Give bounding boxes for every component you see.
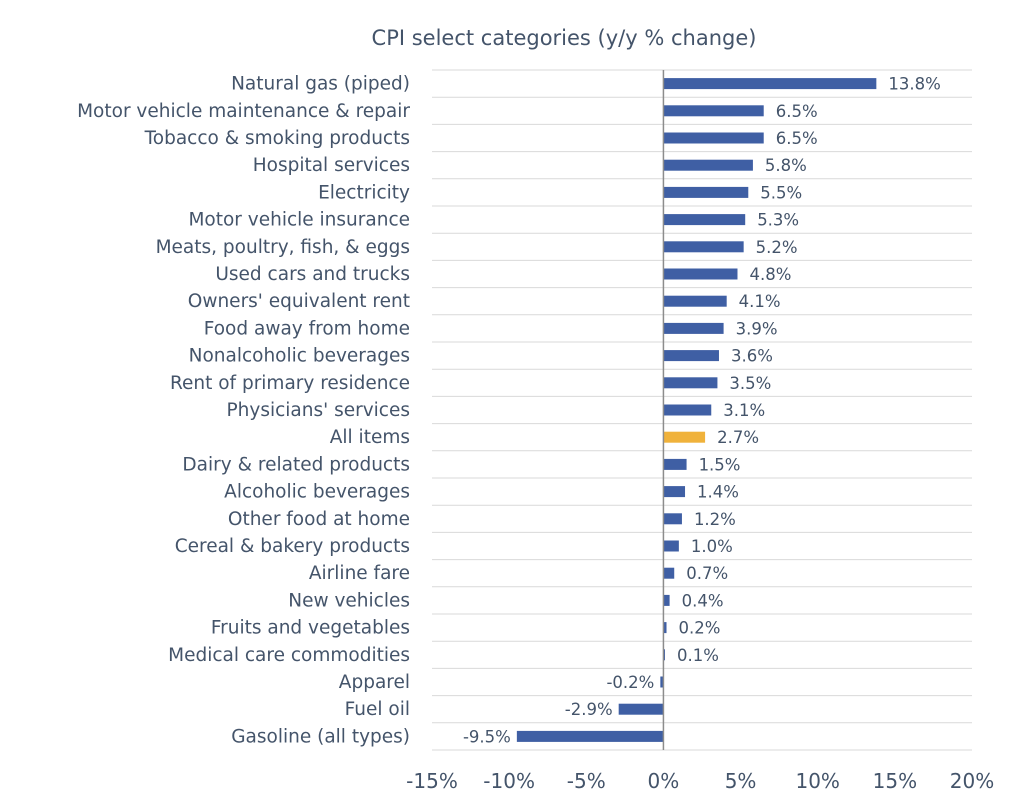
- bar: [663, 594, 670, 606]
- category-label: Nonalcoholic beverages: [189, 346, 410, 367]
- x-tick-label: -10%: [483, 769, 535, 793]
- data-label: 4.8%: [749, 265, 791, 284]
- bar: [663, 186, 749, 198]
- data-label: 5.8%: [765, 156, 807, 175]
- bar: [618, 703, 664, 715]
- data-label: 3.6%: [731, 347, 773, 366]
- gridlines: [432, 69, 972, 751]
- bar: [663, 295, 727, 307]
- category-label: Gasoline (all types): [231, 726, 410, 747]
- data-label: 13.8%: [888, 75, 940, 94]
- category-label: Natural gas (piped): [231, 74, 410, 95]
- bar: [663, 486, 686, 498]
- bar: [663, 241, 744, 253]
- x-tick-label: 15%: [873, 769, 917, 793]
- category-label: Medical care commodities: [168, 645, 410, 666]
- category-label: All items: [330, 427, 410, 448]
- category-label: Food away from home: [204, 318, 410, 339]
- x-tick-label: 5%: [725, 769, 757, 793]
- data-label: 5.2%: [756, 238, 798, 257]
- x-tick-label: 20%: [950, 769, 994, 793]
- bar: [663, 404, 712, 416]
- data-label: -2.9%: [565, 700, 613, 719]
- category-label: Motor vehicle maintenance & repair: [77, 101, 410, 122]
- category-labels: Natural gas (piped) Motor vehicle mainten…: [77, 74, 410, 748]
- data-label: -0.2%: [606, 673, 654, 692]
- bar: [663, 105, 764, 117]
- data-labels: 13.8% 6.5% 6.5% 5.8% 5.5% 5.3% 5.2% 4.8% 4.1% 3.9…: [463, 75, 941, 747]
- category-label: Alcoholic beverages: [224, 482, 410, 503]
- data-label: 6.5%: [776, 102, 818, 121]
- bar: [663, 159, 753, 171]
- category-label: Motor vehicle insurance: [188, 210, 410, 231]
- category-label: Fuel oil: [345, 699, 410, 720]
- category-label: Tobacco & smoking products: [144, 128, 410, 149]
- chart-title: CPI select categories (y/y % change): [371, 26, 757, 50]
- data-label: 3.1%: [723, 401, 765, 420]
- data-label: 0.4%: [682, 591, 724, 610]
- category-label: Owners' equivalent rent: [188, 291, 410, 312]
- category-label: Rent of primary residence: [170, 373, 410, 394]
- bar-highlight: [663, 431, 706, 443]
- category-label: Fruits and vegetables: [211, 618, 410, 639]
- data-label: 6.5%: [776, 129, 818, 148]
- data-label: 1.5%: [699, 455, 741, 474]
- bar: [663, 322, 724, 334]
- bar: [663, 458, 687, 470]
- bar: [663, 268, 738, 280]
- bar: [516, 730, 664, 742]
- x-tick-label: 10%: [795, 769, 839, 793]
- data-label: 3.9%: [736, 319, 778, 338]
- bar: [663, 132, 764, 144]
- data-label: 1.0%: [691, 537, 733, 556]
- category-label: Electricity: [318, 182, 410, 203]
- category-label: Cereal & bakery products: [175, 536, 410, 557]
- bars: [516, 78, 877, 742]
- bar: [663, 649, 665, 661]
- bar: [663, 567, 675, 579]
- data-label: 0.7%: [686, 564, 728, 583]
- data-label: 3.5%: [729, 374, 771, 393]
- category-label: Dairy & related products: [182, 454, 410, 475]
- category-label: Other food at home: [228, 509, 410, 530]
- category-label: Hospital services: [253, 155, 410, 176]
- category-label: New vehicles: [288, 590, 410, 611]
- data-label: 5.3%: [757, 211, 799, 230]
- data-label: 2.7%: [717, 428, 759, 447]
- data-label: 1.2%: [694, 510, 736, 529]
- data-label: 0.2%: [679, 619, 721, 638]
- data-label: -9.5%: [463, 727, 511, 746]
- x-axis-tick-labels: -15% -10% -5% 0% 5% 10% 15% 20%: [406, 769, 994, 793]
- data-label: 0.1%: [677, 646, 719, 665]
- bar: [663, 513, 682, 525]
- category-label: Used cars and trucks: [215, 264, 410, 285]
- category-label: Airline fare: [309, 563, 410, 584]
- data-label: 1.4%: [697, 483, 739, 502]
- x-tick-label: 0%: [648, 769, 680, 793]
- category-label: Meats, poultry, fish, & eggs: [156, 237, 410, 258]
- bar: [663, 622, 667, 634]
- x-tick-label: -15%: [406, 769, 458, 793]
- data-label: 5.5%: [760, 183, 802, 202]
- category-label: Apparel: [339, 672, 410, 693]
- category-label: Physicians' services: [227, 400, 411, 421]
- bar: [660, 676, 664, 688]
- bar: [663, 214, 746, 226]
- bar: [663, 78, 877, 90]
- data-label: 4.1%: [739, 292, 781, 311]
- bar: [663, 377, 718, 389]
- bar: [663, 540, 679, 552]
- x-tick-label: -5%: [567, 769, 606, 793]
- bar: [663, 350, 719, 362]
